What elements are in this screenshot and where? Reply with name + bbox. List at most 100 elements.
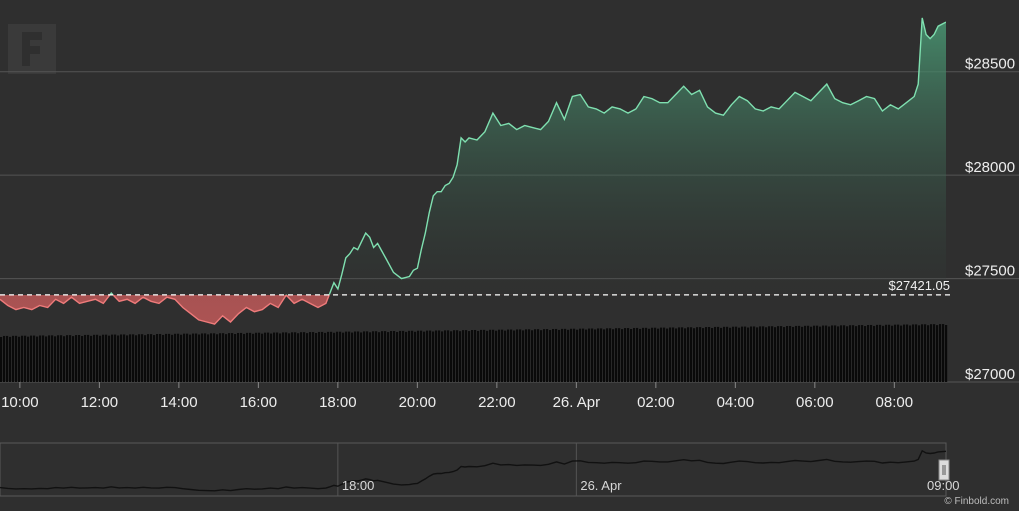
volume-bar — [783, 327, 786, 382]
volume-bar — [75, 335, 78, 382]
volume-bar — [681, 327, 684, 382]
volume-bar — [471, 330, 474, 382]
volume-bar — [693, 328, 696, 382]
volume-bar — [21, 335, 24, 382]
volume-bar — [588, 328, 591, 382]
volume-bar — [381, 331, 384, 382]
volume-bar — [795, 325, 798, 382]
volume-bar — [333, 332, 336, 382]
volume-bar — [177, 333, 180, 382]
volume-bar — [774, 327, 777, 382]
volume-bar — [87, 334, 90, 382]
volume-bar — [186, 333, 189, 382]
volume-bar — [171, 334, 174, 382]
volume-bar — [291, 332, 294, 382]
volume-bar — [360, 332, 363, 382]
volume-bar — [615, 328, 618, 382]
volume-bar — [738, 327, 741, 382]
volume-bar — [393, 331, 396, 382]
area-fill-above — [109, 17, 946, 295]
volume-bar — [435, 330, 438, 382]
volume-bar — [396, 331, 399, 382]
volume-bar — [447, 330, 450, 382]
volume-bar — [285, 332, 288, 382]
volume-bar — [45, 336, 48, 382]
volume-bar — [51, 335, 54, 382]
volume-bar — [150, 334, 153, 382]
volume-bar — [168, 333, 171, 382]
volume-bar — [933, 324, 936, 382]
volume-bar — [891, 325, 894, 382]
x-tick-label: 22:00 — [478, 394, 516, 411]
volume-bar — [750, 326, 753, 382]
volume-bar — [711, 327, 714, 382]
volume-bar — [63, 336, 66, 382]
price-line-below — [0, 294, 330, 325]
volume-bar — [480, 329, 483, 382]
volume-bar — [111, 334, 114, 382]
volume-bar — [807, 325, 810, 382]
volume-bar — [27, 336, 30, 382]
volume-bar — [174, 333, 177, 382]
volume-bar — [519, 329, 522, 382]
volume-bar — [240, 332, 243, 382]
volume-bar — [633, 327, 636, 382]
volume-bar — [705, 327, 708, 382]
volume-bar — [708, 327, 711, 382]
volume-bar — [549, 330, 552, 382]
volume-bar — [627, 328, 630, 382]
volume-bar — [660, 327, 663, 382]
volume-bar — [465, 330, 468, 382]
volume-bar — [474, 329, 477, 382]
volume-bar — [282, 332, 285, 382]
volume-bar — [129, 334, 132, 382]
volume-bar — [564, 328, 567, 382]
volume-bar — [777, 326, 780, 382]
x-tick-label: 08:00 — [876, 394, 914, 411]
volume-bar — [579, 328, 582, 382]
volume-bar — [909, 325, 912, 382]
volume-bar — [432, 331, 435, 382]
volume-bar — [453, 330, 456, 382]
volume-bar — [672, 327, 675, 382]
volume-bar — [36, 336, 39, 382]
volume-bar — [468, 331, 471, 382]
volume-bar — [486, 330, 489, 382]
volume-bar — [648, 328, 651, 382]
volume-bar — [819, 326, 822, 382]
volume-bar — [243, 333, 246, 382]
volume-bar — [3, 335, 6, 382]
volume-bar — [792, 326, 795, 382]
volume-bar — [684, 328, 687, 382]
volume-bar — [72, 336, 75, 382]
volume-bar — [900, 325, 903, 382]
volume-bar — [306, 333, 309, 382]
volume-bar — [540, 330, 543, 382]
volume-bar — [840, 325, 843, 382]
navigator[interactable]: 18:00 26. Apr 09:00 — [0, 442, 960, 497]
volume-bar — [666, 328, 669, 382]
volume-bar — [276, 332, 279, 382]
navigator-handle[interactable] — [938, 459, 950, 481]
volume-bar — [942, 324, 945, 382]
volume-bar — [639, 328, 642, 382]
volume-bar — [288, 333, 291, 382]
volume-bar — [498, 329, 501, 382]
volume-bar — [528, 329, 531, 382]
volume-bar — [402, 330, 405, 382]
volume-bar — [858, 325, 861, 382]
volume-bar — [867, 325, 870, 382]
volume-bar — [408, 330, 411, 382]
volume-bar — [279, 333, 282, 382]
volume-bar — [459, 331, 462, 382]
volume-bar — [297, 333, 300, 382]
volume-bar — [354, 331, 357, 382]
volume-bar — [759, 326, 762, 382]
volume-bar — [768, 326, 771, 382]
volume-bar — [234, 334, 237, 382]
navigator-window[interactable] — [0, 442, 947, 497]
volume-bar — [132, 334, 135, 382]
y-tick-label: $27000 — [965, 366, 1015, 383]
navigator-series-line — [0, 449, 947, 492]
volume-bar — [534, 329, 537, 382]
